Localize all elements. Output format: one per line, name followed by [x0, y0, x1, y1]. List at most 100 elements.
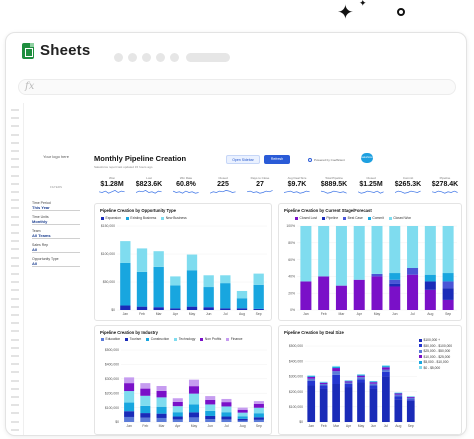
- x-tick-label: Jan: [303, 312, 309, 316]
- bar-segment: [136, 306, 148, 310]
- bar-segment: [236, 290, 248, 299]
- sparkline-path: [395, 190, 421, 194]
- y-tick-label: $0: [299, 420, 303, 424]
- open-sidebar-button[interactable]: Open Sidebar: [226, 155, 260, 164]
- legend-swatch: [161, 216, 165, 220]
- legend-label: Existing Business: [130, 216, 157, 220]
- kpi-sparkline: [358, 190, 384, 194]
- legend-swatch: [226, 337, 230, 341]
- chart-card-deal-size: Pipeline Creation by Deal Size $100,000 …: [278, 325, 462, 435]
- legend-label: Technology: [178, 337, 196, 341]
- legend-label: Closed Won: [393, 216, 412, 220]
- kpi-sparkline: [136, 190, 162, 194]
- bar-segment: [424, 281, 436, 290]
- bar-segment: [205, 410, 216, 416]
- y-tick-label: $100,000: [289, 405, 303, 409]
- x-tick-label: Apr: [346, 424, 352, 428]
- bar-segment: [382, 371, 390, 377]
- x-tick-label: Jun: [371, 424, 377, 428]
- ring-icon: [397, 8, 405, 16]
- bar-segment: [389, 283, 401, 287]
- bar-segment: [357, 379, 365, 383]
- bar-segment: [188, 404, 200, 413]
- legend-label: Commit: [372, 216, 384, 220]
- toolbar-placeholder-dot[interactable]: [170, 53, 179, 62]
- y-tick-label: $50,000: [103, 280, 115, 284]
- bar-segment: [124, 391, 135, 403]
- legend-label: Best Case: [347, 216, 363, 220]
- row-header-mark: [11, 150, 19, 152]
- bar-segment: [335, 226, 347, 286]
- formula-bar[interactable]: fx: [18, 79, 456, 95]
- sparkline-path: [321, 190, 347, 194]
- filter-opportunity-type[interactable]: All: [32, 261, 80, 267]
- legend-item: Pipeline: [321, 216, 338, 220]
- x-tick-label: Feb: [321, 424, 327, 428]
- bar-segment: [253, 308, 264, 310]
- row-header-mark: [11, 182, 19, 185]
- filter-sales-rep[interactable]: All: [32, 247, 80, 253]
- kpi-label: Total Pipeline: [325, 176, 343, 180]
- bar-segment: [205, 419, 216, 422]
- bar-segment: [156, 406, 167, 414]
- row-header-mark: [11, 166, 19, 169]
- bar-segment: [406, 400, 415, 422]
- bar-segment: [172, 398, 183, 402]
- kpi-sparkline: [432, 190, 458, 194]
- kpi-value: $889.5K: [320, 181, 348, 188]
- legend-label: $100,000 +: [423, 338, 441, 342]
- filter-team[interactable]: All Teams: [32, 233, 80, 239]
- toolbar-placeholder-dot[interactable]: [156, 53, 165, 62]
- row-header-mark: [11, 387, 19, 390]
- filter-time-period[interactable]: This Year: [32, 205, 80, 211]
- row-header-mark: [11, 109, 19, 111]
- row-header-mark: [11, 117, 19, 120]
- legend-item: $25,000 - $50,000: [419, 349, 452, 353]
- row-header-mark: [11, 223, 19, 226]
- legend-swatch: [125, 337, 129, 341]
- sparkle-large-icon: ✦: [337, 0, 354, 24]
- bar-segment: [382, 367, 390, 370]
- toolbar-placeholder-dot[interactable]: [128, 53, 137, 62]
- bar-segment: [172, 401, 183, 407]
- toolbar-placeholder-dot[interactable]: [114, 53, 123, 62]
- toolbar-placeholder-dot[interactable]: [142, 53, 151, 62]
- bar-segment: [319, 382, 328, 383]
- kpi-tile: Win Rate 60.8%: [168, 176, 204, 194]
- legend-swatch: [419, 349, 422, 353]
- bar-segment: [140, 395, 151, 406]
- legend-swatch: [419, 355, 422, 358]
- refresh-button[interactable]: Refresh: [264, 155, 290, 164]
- kpi-label: Lost: [146, 176, 152, 180]
- chart-legend: Expansion Existing Business New Business: [101, 216, 271, 220]
- filter-time-units[interactable]: Monthly: [32, 219, 80, 225]
- y-tick-label: 100%: [286, 224, 295, 228]
- bar-segment: [172, 406, 183, 413]
- bar-segment: [369, 388, 378, 422]
- bar-segment: [318, 226, 330, 277]
- x-tick-label: Feb: [142, 424, 148, 428]
- bar-segment: [188, 379, 200, 387]
- kpi-value: $823.6K: [135, 181, 163, 188]
- bar-segment: [357, 377, 365, 380]
- bar-segment: [253, 273, 264, 285]
- legend-item: New Business: [161, 216, 187, 220]
- bar-segment: [140, 388, 151, 396]
- toolbar-placeholder-pill[interactable]: [186, 53, 230, 62]
- bar-segment: [253, 404, 264, 408]
- kpi-tile: Won $1.28M: [94, 176, 130, 194]
- bar-segment: [186, 270, 198, 307]
- bar-segment: [319, 388, 328, 422]
- kpi-value: 60.8%: [176, 181, 196, 188]
- bar-segment: [124, 377, 135, 384]
- x-tick-label: Jan: [308, 424, 314, 428]
- bar-segment: [332, 371, 340, 375]
- legend-swatch: [146, 337, 150, 341]
- legend-swatch: [388, 216, 392, 220]
- bar-segment: [237, 409, 248, 413]
- bar-segment: [307, 380, 316, 386]
- bar-segment: [300, 281, 312, 310]
- bar-segment: [140, 417, 151, 422]
- bar-segment: [318, 276, 330, 310]
- y-tick-label: 60%: [288, 258, 295, 262]
